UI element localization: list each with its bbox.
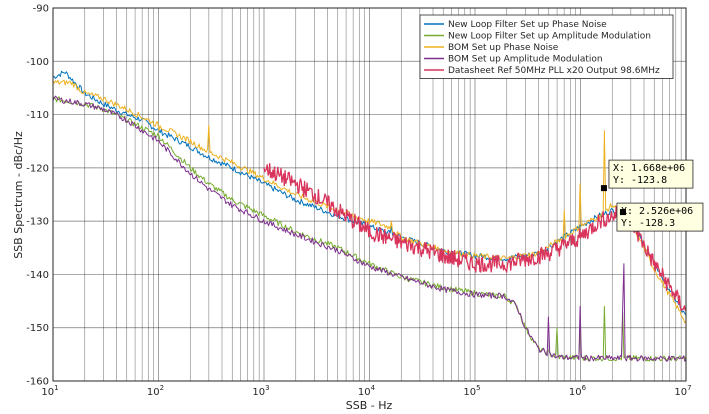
- x-tick-label: 104: [358, 384, 376, 398]
- y-tick-label: -130: [26, 217, 49, 228]
- series-line: [263, 162, 687, 311]
- plot-frame: [52, 7, 687, 382]
- x-axis-title: SSB - Hz: [346, 399, 393, 412]
- legend-entry: New Loop Filter Set up Amplitude Modulat…: [448, 32, 651, 42]
- y-tick-label: -160: [26, 377, 49, 388]
- y-tick-label: -150: [26, 323, 49, 334]
- data-tip-box: [616, 202, 704, 232]
- series-line: [52, 95, 687, 362]
- x-tick-label: 101: [41, 384, 58, 398]
- y-axis-title: SSB Spectrum - dBc/Hz: [12, 131, 25, 259]
- data-tip-marker: [619, 209, 626, 216]
- data-tip-x: X: 2.526e+06: [621, 206, 693, 217]
- legend-box: [419, 14, 674, 79]
- x-tick-label: 102: [147, 384, 164, 398]
- series-line: [52, 79, 687, 324]
- y-axis-ticks: -90 -100 -110 -120 -130 -140 -150 -160: [26, 4, 49, 388]
- data-tip-y: Y: -128.3: [621, 218, 675, 229]
- y-tick-label: -90: [33, 4, 49, 15]
- x-axis-ticks: 101 102 103 104 105 106 107: [41, 384, 691, 398]
- legend: New Loop Filter Set up Phase Noise New Lo…: [419, 14, 674, 79]
- legend-entry: New Loop Filter Set up Phase Noise: [448, 20, 607, 30]
- data-tips: X: 1.668e+06Y: -123.8 X: 2.526e+06Y: -128…: [600, 159, 704, 232]
- legend-entry: BOM Set up Phase Noise: [448, 43, 559, 53]
- y-tick-label: -120: [26, 163, 49, 174]
- data-tip-y: Y: -123.8: [613, 175, 667, 186]
- data-tip-marker: [600, 185, 607, 192]
- x-tick-label: 106: [569, 384, 587, 398]
- legend-entry: BOM Set up Amplitude Modulation: [448, 55, 603, 65]
- x-tick-label: 105: [463, 384, 480, 398]
- data-tip-box: [608, 159, 694, 189]
- x-tick-label: 103: [252, 384, 269, 398]
- y-tick-label: -110: [26, 110, 49, 121]
- data-tip-x: X: 1.668e+06: [613, 163, 685, 174]
- series-layer: [52, 70, 687, 362]
- y-tick-label: -100: [26, 57, 49, 68]
- y-tick-label: -140: [26, 270, 49, 281]
- x-tick-label: 107: [674, 384, 691, 398]
- legend-entry: Datasheet Ref 50MHz PLL x20 Output 98.6M…: [448, 66, 660, 76]
